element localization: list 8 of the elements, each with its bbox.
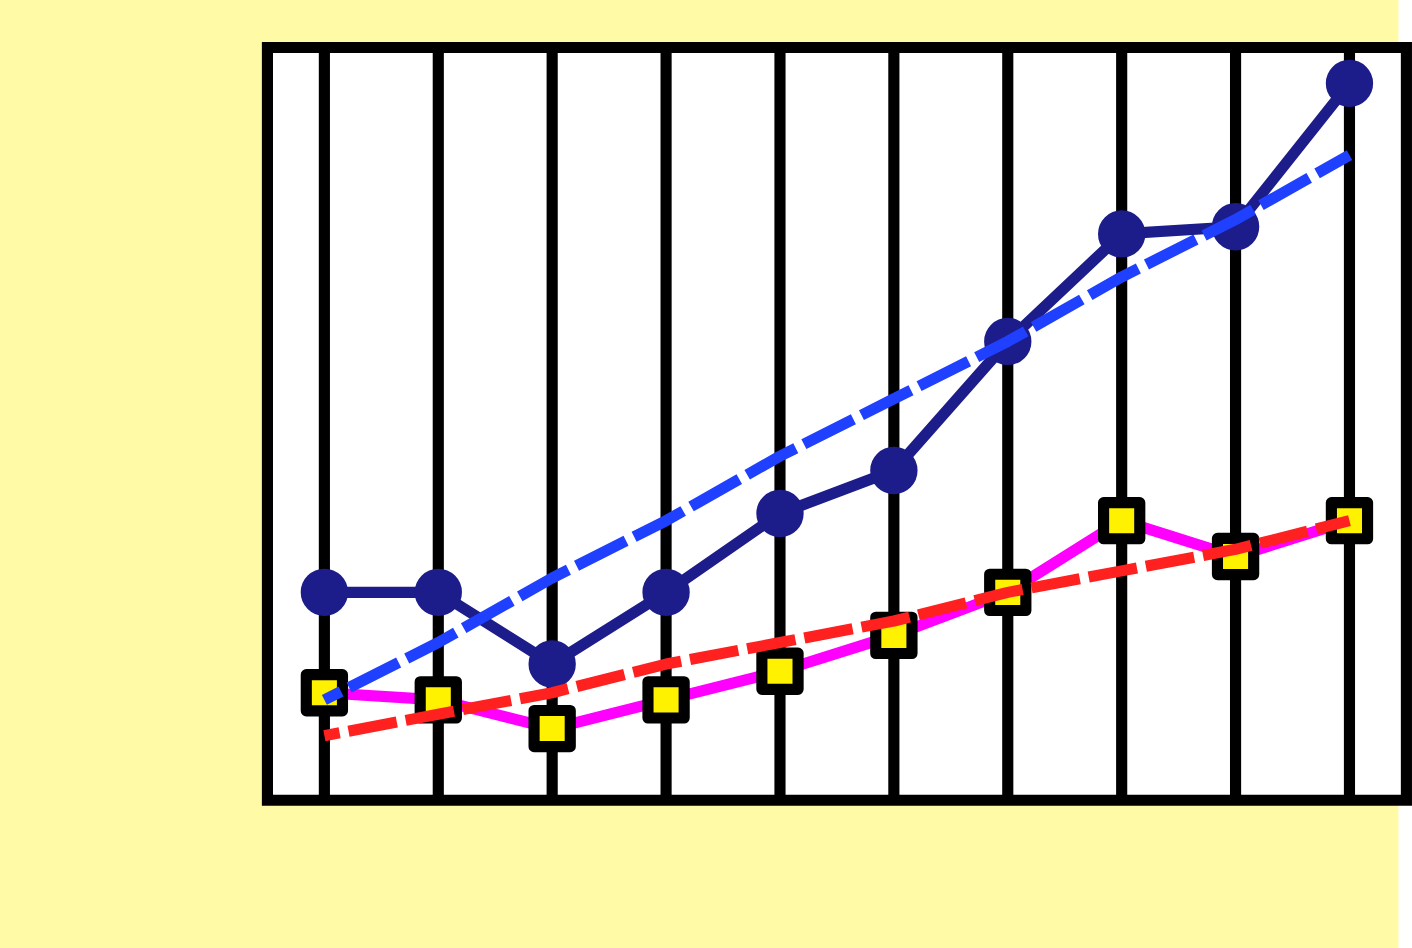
point <box>870 446 918 494</box>
point <box>756 489 804 537</box>
point <box>528 639 576 688</box>
point <box>642 568 690 616</box>
point <box>300 568 349 616</box>
point <box>414 568 462 616</box>
point <box>1325 59 1374 107</box>
point <box>1098 209 1146 258</box>
